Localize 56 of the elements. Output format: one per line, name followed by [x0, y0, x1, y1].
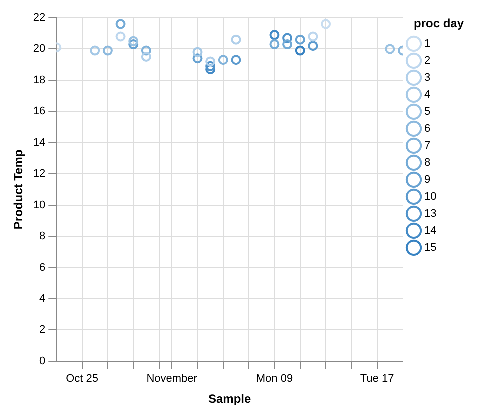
legend-label: 9: [424, 174, 431, 186]
point: [218, 55, 228, 66]
legend-title: proc day: [414, 16, 464, 30]
point: [141, 52, 152, 62]
point: [206, 56, 216, 67]
point: [385, 44, 396, 54]
y-tick-label: 6: [40, 262, 46, 274]
point: [128, 40, 139, 50]
y-tick-label: 22: [33, 12, 46, 24]
x-tick-label: Tue 17: [360, 373, 394, 386]
point: [141, 46, 152, 56]
x-tick-label: Oct 25: [66, 373, 98, 386]
y-axis-title: Product Temp: [12, 150, 26, 230]
point: [295, 34, 306, 45]
x-axis-title: Sample: [208, 392, 252, 406]
legend-label: 6: [424, 122, 431, 135]
legend-label: 2: [424, 54, 431, 67]
point: [206, 64, 216, 75]
x-tick-label: Mon 09: [256, 373, 294, 386]
legend-label: 3: [424, 72, 431, 84]
point: [282, 33, 293, 44]
legend-label: 15: [424, 242, 437, 254]
point: [116, 19, 126, 30]
y-tick-label: 2: [40, 324, 46, 336]
point: [192, 47, 203, 58]
point: [282, 40, 293, 50]
point: [90, 46, 100, 56]
y-tick-label: 4: [40, 292, 46, 305]
point: [116, 32, 126, 42]
x-tick-label: November: [146, 373, 198, 386]
legend-label: 5: [424, 106, 431, 118]
y-tick-label: 0: [40, 355, 46, 368]
y-tick-label: 16: [33, 106, 46, 118]
point: [231, 55, 242, 66]
y-tick-label: 14: [33, 136, 46, 149]
legend-label: 13: [424, 208, 437, 220]
legend-label: 4: [424, 88, 431, 101]
point: [231, 34, 242, 45]
legend-label: 7: [424, 140, 431, 152]
legend-label: 1: [424, 38, 431, 50]
point: [308, 41, 318, 52]
legend-label: 10: [424, 190, 437, 203]
point: [308, 32, 318, 42]
point: [295, 46, 306, 56]
legend-label: 8: [424, 156, 431, 169]
point: [270, 40, 280, 50]
legend-label: 14: [424, 224, 437, 237]
y-tick-label: 8: [40, 230, 46, 243]
y-tick-label: 18: [33, 74, 46, 86]
point: [192, 54, 203, 64]
y-tick-label: 12: [33, 168, 46, 180]
y-tick-label: 20: [33, 43, 46, 56]
point: [270, 30, 280, 40]
y-tick-label: 10: [33, 199, 46, 212]
point: [206, 61, 216, 72]
point: [128, 36, 139, 46]
